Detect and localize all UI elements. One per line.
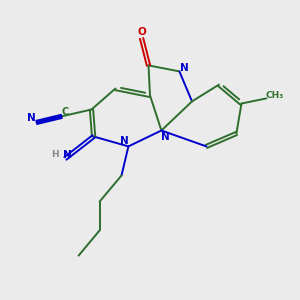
Text: N: N (27, 113, 36, 123)
Text: H: H (51, 150, 59, 159)
Text: O: O (137, 27, 146, 37)
Text: N: N (179, 63, 188, 74)
Text: N: N (119, 136, 128, 146)
Text: N: N (62, 150, 71, 160)
Text: N: N (160, 132, 169, 142)
Text: C: C (61, 107, 69, 117)
Text: CH₃: CH₃ (266, 92, 284, 100)
